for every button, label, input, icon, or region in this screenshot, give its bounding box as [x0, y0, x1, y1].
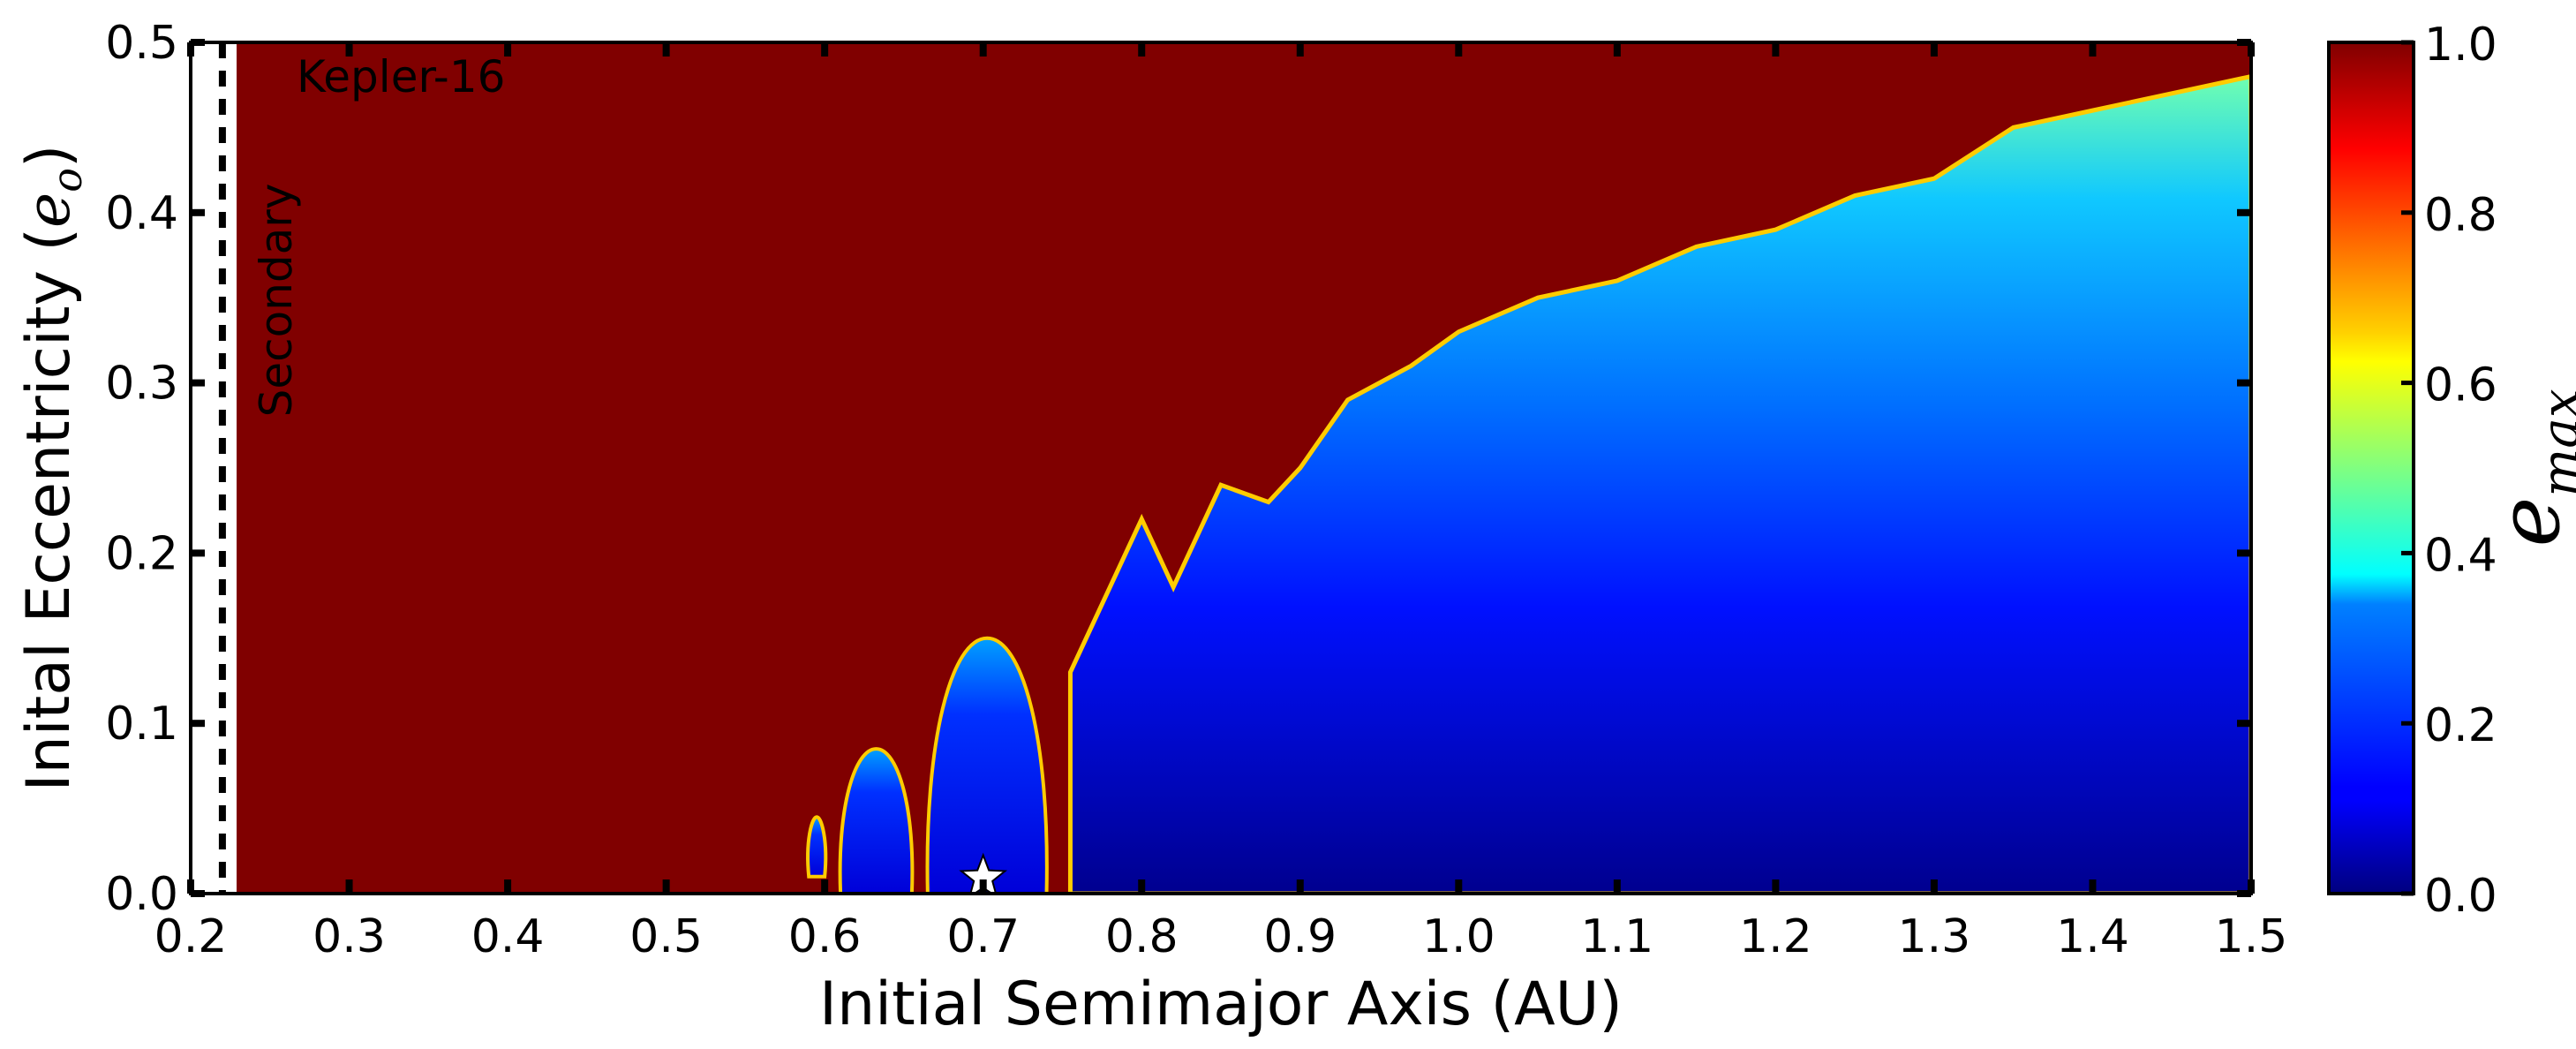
colorbar: 0.0 0.2 0.4 0.6 0.8 1.0 emax	[2327, 19, 2576, 923]
x-axis-ticks: 0.2 0.3 0.4 0.5 0.6 0.7 0.8 0.9 1.0 1.1 1.2 1.3 1.4 1…	[154, 42, 2288, 963]
x-tick-label: 0.7	[946, 910, 1020, 963]
y-tick-label: 0.2	[105, 527, 178, 580]
x-tick-label: 0.4	[471, 910, 545, 963]
system-label: Kepler-16	[297, 51, 505, 102]
colorbar-label: emax	[2480, 389, 2576, 547]
stable-island	[925, 636, 1049, 894]
x-tick-label: 1.3	[1898, 910, 1971, 963]
stable-region	[1067, 74, 2251, 894]
x-tick-label: 1.4	[2056, 910, 2129, 963]
colorbar-gradient	[2327, 41, 2415, 895]
secondary-label: Secondary	[251, 184, 302, 418]
y-tick-label: 0.1	[105, 698, 178, 751]
plot-frame	[189, 41, 2253, 895]
colorbar-tick-label: 0.8	[2424, 189, 2497, 242]
x-tick-label: 0.8	[1105, 910, 1179, 963]
x-tick-label: 0.3	[313, 910, 386, 963]
x-axis-label: Initial Semimajor Axis (AU)	[819, 970, 1623, 1039]
x-tick-label: 0.9	[1263, 910, 1337, 963]
x-tick-label: 0.5	[629, 910, 703, 963]
colorbar-tick-label: 0.0	[2424, 870, 2497, 923]
stable-island	[806, 815, 828, 879]
y-tick-label: 0.0	[105, 868, 178, 921]
x-tick-label: 1.2	[1739, 910, 1812, 963]
colorbar-tick-label: 1.0	[2424, 19, 2497, 72]
y-axis-ticks: 0.0 0.1 0.2 0.3 0.4 0.5	[105, 17, 2251, 921]
stable-island	[838, 747, 915, 894]
x-tick-label: 1.1	[1580, 910, 1653, 963]
colorbar-ticks: 0.0 0.2 0.4 0.6 0.8 1.0	[2401, 19, 2497, 923]
x-tick-label: 0.6	[788, 910, 862, 963]
y-tick-label: 0.4	[105, 187, 178, 240]
y-tick-label: 0.3	[105, 358, 178, 411]
x-tick-label: 1.0	[1422, 910, 1495, 963]
colorbar-tick-label: 0.4	[2424, 529, 2497, 582]
colorbar-tick-label: 0.6	[2424, 359, 2497, 412]
x-tick-label: 0.2	[154, 910, 228, 963]
y-tick-label: 0.5	[105, 17, 178, 70]
excluded-region	[191, 42, 238, 894]
x-tick-label: 1.5	[2215, 910, 2288, 963]
y-axis-label: Inital Eccentricity (eo)	[14, 145, 91, 792]
colorbar-tick-label: 0.2	[2424, 699, 2497, 752]
plot-area	[191, 42, 2251, 894]
